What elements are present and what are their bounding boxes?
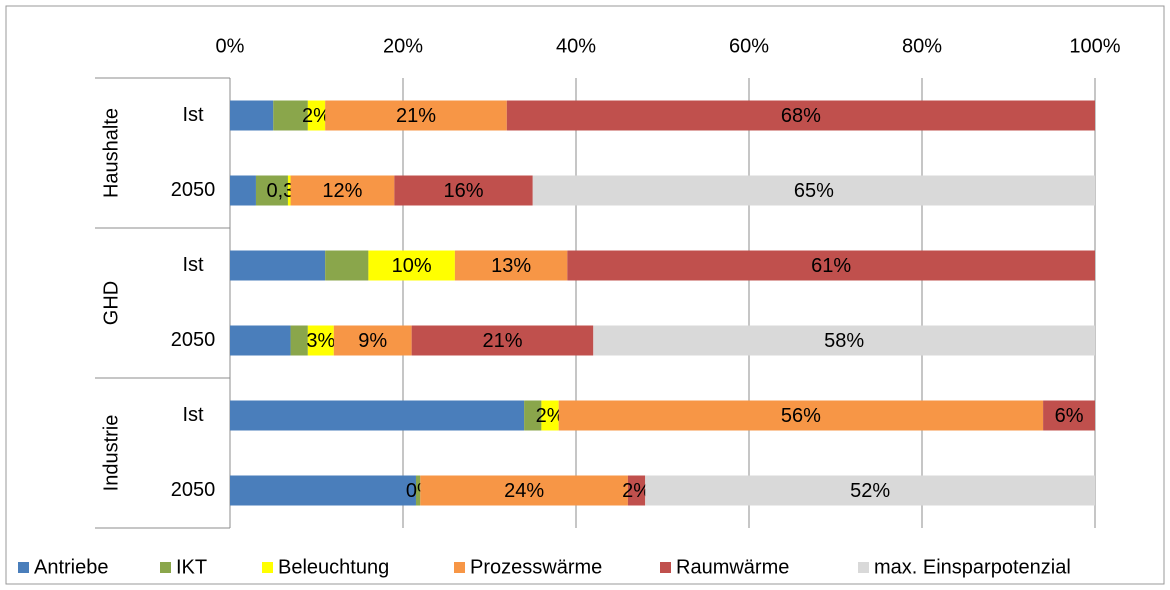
data-label: 13% [491, 255, 531, 277]
bar-segment [230, 475, 416, 506]
x-tick-label: 20% [383, 35, 423, 57]
bar-segment [273, 100, 308, 131]
legend-swatch [660, 562, 671, 573]
data-label: 12% [322, 180, 362, 202]
legend-swatch [858, 562, 869, 573]
bar-segment [230, 100, 274, 131]
bar-segment [645, 475, 1095, 506]
y-tick-label: Ist [182, 104, 204, 126]
bar-segment [567, 250, 1095, 281]
data-label: 61% [811, 255, 851, 277]
bar-segment [558, 400, 1044, 431]
bar-segment [627, 475, 646, 506]
data-label: 21% [482, 330, 522, 352]
data-label: 52% [850, 480, 890, 502]
bar-segment [506, 100, 1095, 131]
bar-segment [325, 250, 369, 281]
legend-swatch [160, 562, 171, 573]
bar-segment [524, 400, 542, 431]
bar-segment [307, 100, 326, 131]
data-label: 10% [392, 255, 432, 277]
y-tick-label: 2050 [171, 479, 216, 501]
bar-segment [307, 325, 334, 356]
data-label: 6% [1055, 405, 1084, 427]
data-label: 24% [504, 480, 544, 502]
bar-segment [290, 325, 308, 356]
y-tick-label: 2050 [171, 179, 216, 201]
bar-segment [593, 325, 1095, 356]
data-label: 2% [622, 480, 651, 502]
bar-segment [290, 175, 395, 206]
y-tick-label: Ist [182, 254, 204, 276]
bar-segment [230, 175, 256, 206]
legend-label: Antriebe [34, 556, 109, 578]
data-label: 68% [781, 105, 821, 127]
bar-segment [230, 250, 326, 281]
bar-segment [255, 175, 288, 206]
legend-label: Raumwärme [676, 556, 789, 578]
data-label: 21% [396, 105, 436, 127]
legend-label: Beleuchtung [278, 556, 389, 578]
data-label: 2% [302, 105, 331, 127]
data-label: 2% [536, 405, 565, 427]
x-tick-label: 80% [902, 35, 942, 57]
legend-label: IKT [176, 556, 207, 578]
legend-label: max. Einsparpotenzial [874, 556, 1071, 578]
bar-segment [541, 400, 559, 431]
y-tick-label: 2050 [171, 329, 216, 351]
bar-segment [333, 325, 412, 356]
legend-swatch [454, 562, 465, 573]
bar-segment [368, 250, 455, 281]
data-label: 65% [794, 180, 834, 202]
x-tick-label: 40% [556, 35, 596, 57]
bar-segment [394, 175, 533, 206]
data-label: 3% [306, 330, 335, 352]
x-tick-label: 0% [216, 35, 245, 57]
x-tick-label: 100% [1069, 35, 1120, 57]
data-label: 16% [444, 180, 484, 202]
data-label: 58% [824, 330, 864, 352]
legend-swatch [262, 562, 273, 573]
bar-segment [287, 175, 291, 206]
bar-segment [411, 325, 594, 356]
y-tick-label: Ist [182, 404, 204, 426]
bar-segment [1043, 400, 1095, 431]
legend-label: Prozesswärme [470, 556, 602, 578]
bar-segment [532, 175, 1095, 206]
bar-segment [230, 400, 525, 431]
bar-segment [454, 250, 568, 281]
data-label: 56% [781, 405, 821, 427]
legend-swatch [18, 562, 29, 573]
bar-segment [415, 475, 421, 506]
bar-segment [325, 100, 507, 131]
x-tick-label: 60% [729, 35, 769, 57]
group-label: Industrie [100, 415, 122, 492]
data-label: 9% [358, 330, 387, 352]
group-label: GHD [100, 281, 122, 325]
bar-segment [420, 475, 628, 506]
group-label: Haushalte [100, 108, 122, 198]
bar-segment [230, 325, 291, 356]
